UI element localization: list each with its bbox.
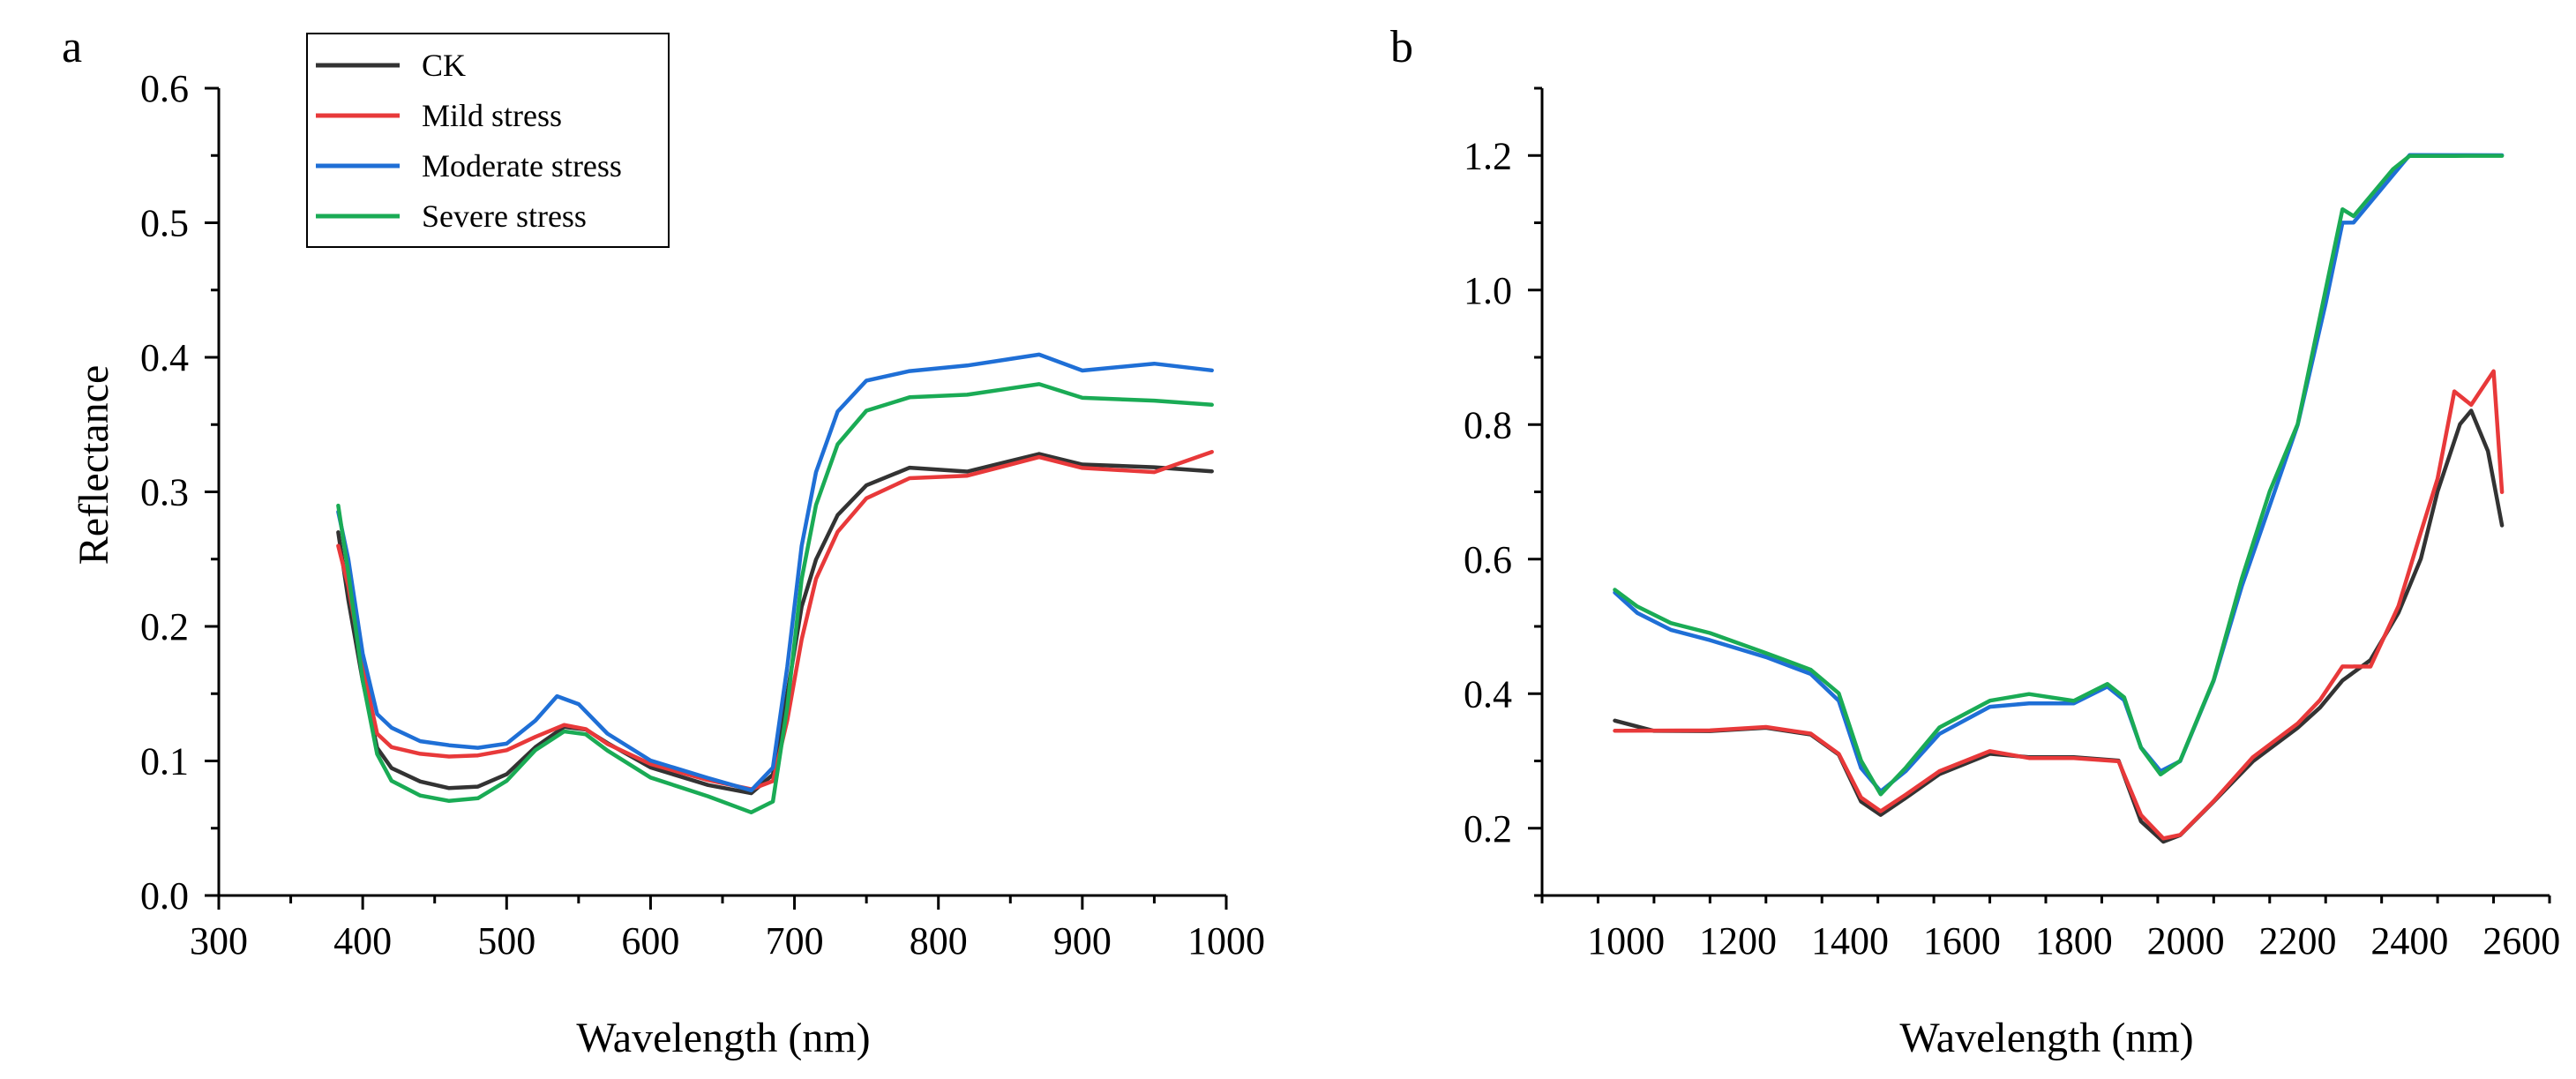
x-tick-label: 300 — [190, 919, 248, 963]
x-tick-label: 2600 — [2482, 919, 2560, 963]
y-tick-label: 0.4 — [140, 336, 189, 379]
panel-a-axes: 300 400 500 600 700 800 900 1000 0.0 0.1 0.2 0.3 0.4… — [140, 67, 1265, 963]
legend-label: Mild stress — [422, 98, 562, 133]
panel-a: a 300 400 500 600 700 800 900 1000 0.0 0.1 0.2 0.3 0… — [62, 22, 1265, 1061]
x-tick-label: 1000 — [1587, 919, 1665, 963]
series-line-moderate-stress — [1613, 153, 2505, 794]
series-line-mild-stress — [336, 449, 1214, 791]
panel-a-letter: a — [62, 22, 82, 72]
x-tick-label: 500 — [477, 919, 535, 963]
series-line-moderate-stress — [336, 352, 1214, 793]
panel-b-x-axis-title: Wavelength (nm) — [1899, 1015, 2193, 1061]
x-tick-label: 2400 — [2370, 919, 2448, 963]
y-tick-label: 1.2 — [1464, 134, 1512, 177]
panel-a-x-axis-title: Wavelength (nm) — [576, 1015, 870, 1061]
series-line-severe-stress — [336, 382, 1214, 815]
series-line-ck — [336, 452, 1214, 796]
y-tick-label: 0.2 — [140, 605, 189, 648]
x-tick-label: 2000 — [2147, 919, 2225, 963]
series-line-severe-stress — [1613, 154, 2505, 797]
panel-b-series — [1613, 153, 2505, 844]
y-tick-label: 0.5 — [140, 202, 189, 245]
legend-label: CK — [422, 48, 466, 83]
panel-b-letter: b — [1390, 22, 1413, 72]
x-tick-label: 400 — [333, 919, 392, 963]
y-tick-label: 0.4 — [1464, 672, 1512, 716]
x-tick-label: 700 — [766, 919, 824, 963]
y-tick-label: 0.8 — [1464, 403, 1512, 446]
y-tick-label: 0.6 — [1464, 538, 1512, 581]
x-tick-label: 1200 — [1699, 919, 1777, 963]
legend-box — [306, 33, 670, 248]
y-tick-label: 0.3 — [140, 471, 189, 514]
y-tick-label: 0.6 — [140, 67, 189, 110]
x-tick-label: 1000 — [1187, 919, 1265, 963]
y-tick-label: 0.1 — [140, 740, 189, 783]
x-tick-label: 800 — [910, 919, 968, 963]
x-tick-label: 600 — [621, 919, 679, 963]
series-line-mild-stress — [1613, 369, 2505, 841]
panel-a-legend: CK Mild stress Moderate stress Severe stres… — [306, 33, 670, 248]
x-tick-label: 1800 — [2035, 919, 2113, 963]
panel-a-y-axis-title: Reflectance — [71, 365, 117, 566]
series-line-ck — [1613, 408, 2505, 844]
y-tick-label: 0.2 — [1464, 807, 1512, 850]
panel-b: b 1000 1200 1400 1600 1800 2000 2200 2400 2600 0.… — [1390, 22, 2560, 1061]
y-tick-label: 1.0 — [1464, 269, 1512, 312]
panel-b-axes: 1000 1200 1400 1600 1800 2000 2200 2400 2600 0.2 0… — [1464, 86, 2560, 963]
legend-label: Moderate stress — [422, 148, 622, 184]
panel-a-series — [336, 352, 1214, 815]
legend-label: Severe stress — [422, 199, 587, 234]
x-tick-label: 1400 — [1811, 919, 1889, 963]
x-tick-label: 1600 — [1923, 919, 2001, 963]
x-tick-label: 900 — [1053, 919, 1112, 963]
y-tick-label: 0.0 — [140, 874, 189, 918]
x-tick-label: 2200 — [2259, 919, 2337, 963]
